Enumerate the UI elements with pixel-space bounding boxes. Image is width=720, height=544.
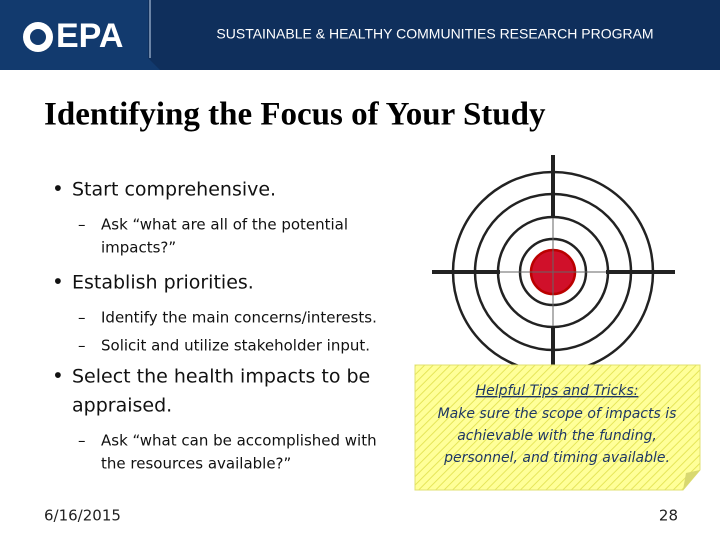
note-text: Helpful Tips and Tricks: Make sure the sc… (438, 383, 677, 466)
sub-text: the resources available?” (101, 455, 291, 473)
bullet-dot: • (52, 177, 64, 201)
program-name: SUSTAINABLE & HEALTHY COMMUNITIES RESEAR… (216, 26, 653, 42)
bullet-list: • Start comprehensive.– Ask “what are all … (52, 177, 377, 473)
target-graphic (432, 155, 675, 375)
sub-text: Ask “what are all of the potential (101, 216, 348, 234)
bullet-text: Start comprehensive. (72, 179, 276, 201)
note-heading: Helpful Tips and Tricks: (476, 383, 639, 399)
sub-dash: – (78, 309, 86, 327)
bullet-dot: • (52, 270, 64, 294)
note-line: personnel, and timing available. (443, 450, 670, 466)
bullet-text: Establish priorities. (72, 272, 254, 294)
bullet-text: appraised. (72, 395, 172, 417)
note-line: Make sure the scope of impacts is (438, 406, 677, 422)
footer-date: 6/16/2015 (44, 507, 121, 525)
logo-text: EPA (56, 17, 123, 55)
bullet-text: Select the health impacts to be (72, 366, 370, 388)
sub-dash: – (78, 432, 86, 450)
note-line: achievable with the funding, (457, 428, 657, 444)
slide-title: Identifying the Focus of Your Study (44, 97, 546, 133)
logo-emblem-inner (30, 29, 46, 45)
sub-dash: – (78, 216, 86, 234)
sub-text: Identify the main concerns/interests. (101, 309, 377, 327)
sub-dash: – (78, 337, 86, 355)
sub-text: Solicit and utilize stakeholder input. (101, 337, 370, 355)
note-fold (683, 470, 700, 490)
sub-text: Ask “what can be accomplished with (101, 432, 377, 450)
page-number: 28 (659, 507, 678, 525)
sub-text: impacts?” (101, 239, 176, 257)
logo-block (0, 0, 160, 70)
bullet-dot: • (52, 364, 64, 388)
